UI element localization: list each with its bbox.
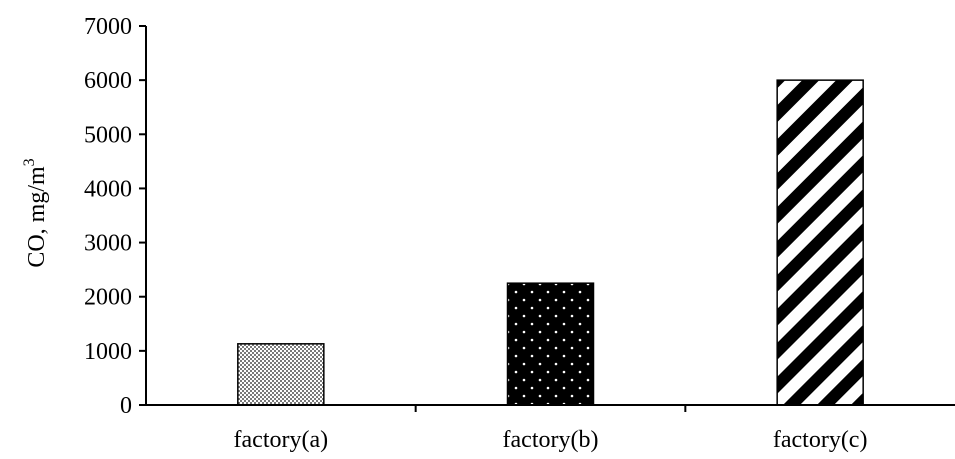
y-tick-label: 3000: [84, 231, 132, 257]
x-category-label: factory(b): [503, 427, 599, 453]
y-axis-title-superscript: 3: [21, 158, 38, 166]
bar-factory(b): [506, 282, 595, 406]
y-tick-label: 6000: [84, 68, 132, 94]
y-tick-label: 5000: [84, 122, 132, 148]
y-tick-label: 2000: [84, 285, 132, 311]
x-axis: factory(a) factory(b) factory(c): [146, 404, 955, 453]
y-tick-label: 7000: [84, 14, 132, 40]
bars: [237, 79, 864, 406]
x-category-label: factory(c): [773, 427, 868, 453]
bar-factory(c): [776, 79, 864, 406]
y-tick-label: 0: [120, 393, 132, 419]
x-category-label: factory(a): [234, 427, 329, 453]
bar-factory(a): [237, 343, 325, 406]
y-axis: 0 1000 2000 3000 4000 5000 6000 7000: [84, 14, 147, 419]
y-axis-title: CO, mg/m3: [21, 158, 50, 267]
y-axis-title-text: CO, mg/m: [24, 166, 50, 268]
y-tick-label: 1000: [84, 339, 132, 365]
y-tick-label: 4000: [84, 176, 132, 202]
